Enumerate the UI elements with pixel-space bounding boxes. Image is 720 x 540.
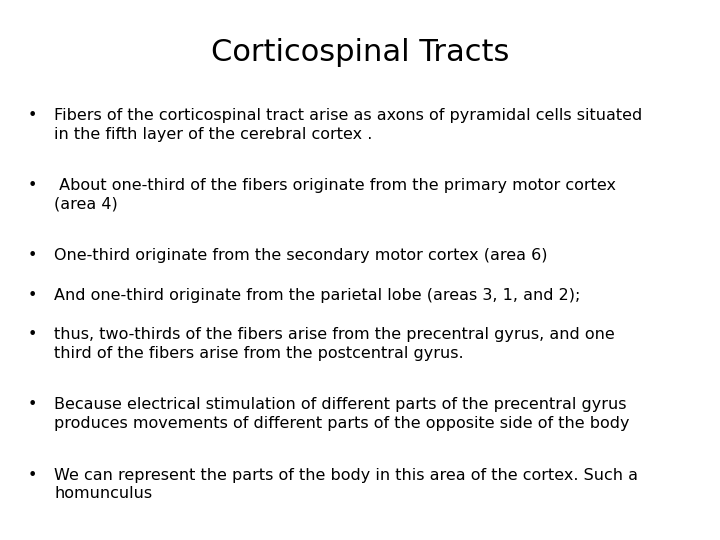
Text: •: • — [27, 108, 37, 123]
Text: •: • — [27, 248, 37, 264]
Text: About one-third of the fibers originate from the primary motor cortex
(area 4): About one-third of the fibers originate … — [54, 178, 616, 212]
Text: •: • — [27, 178, 37, 193]
Text: thus, two-thirds of the fibers arise from the precentral gyrus, and one
third of: thus, two-thirds of the fibers arise fro… — [54, 327, 615, 361]
Text: And one-third originate from the parietal lobe (areas 3, 1, and 2);: And one-third originate from the parieta… — [54, 288, 580, 303]
Text: •: • — [27, 468, 37, 483]
Text: •: • — [27, 327, 37, 342]
Text: •: • — [27, 397, 37, 413]
Text: Fibers of the corticospinal tract arise as axons of pyramidal cells situated
in : Fibers of the corticospinal tract arise … — [54, 108, 642, 141]
Text: One-third originate from the secondary motor cortex (area 6): One-third originate from the secondary m… — [54, 248, 547, 264]
Text: Corticospinal Tracts: Corticospinal Tracts — [211, 38, 509, 67]
Text: We can represent the parts of the body in this area of the cortex. Such a
homunc: We can represent the parts of the body i… — [54, 468, 638, 501]
Text: Because electrical stimulation of different parts of the precentral gyrus
produc: Because electrical stimulation of differ… — [54, 397, 629, 431]
Text: •: • — [27, 288, 37, 303]
